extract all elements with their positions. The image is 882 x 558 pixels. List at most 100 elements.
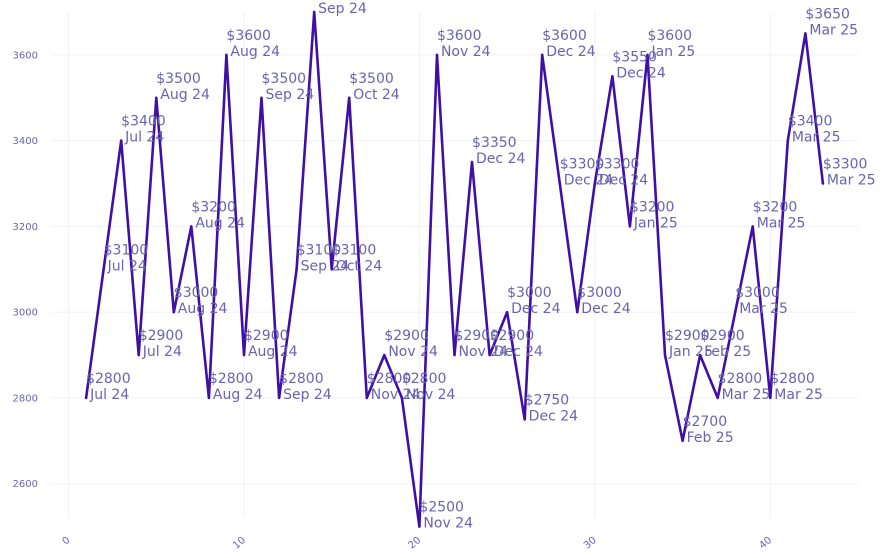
data-label: $3100 Sep 24 (297, 242, 350, 274)
data-point (172, 310, 176, 314)
data-label: $3600 Nov 24 (437, 28, 491, 60)
data-label: $3000 Aug 24 (174, 285, 228, 317)
data-point (312, 10, 316, 14)
data-point (400, 396, 404, 400)
data-label: $2900 Nov 24 (455, 328, 509, 360)
data-point (769, 396, 772, 400)
y-tick-label: 3200 (13, 222, 38, 233)
data-point (365, 396, 368, 400)
data-point (207, 396, 211, 400)
data-label: $2800 Jul 24 (86, 371, 131, 403)
x-tick-label: 10 (231, 535, 248, 552)
data-point (505, 310, 509, 314)
data-point (435, 53, 439, 57)
data-label: $3000 Dec 24 (577, 285, 630, 317)
data-point (348, 96, 351, 99)
data-point (716, 396, 719, 400)
data-point (453, 353, 456, 357)
data-label: $3600 Dec 24 (542, 28, 595, 60)
y-tick-label: 3600 (13, 50, 38, 61)
data-point (383, 353, 386, 357)
data-label: $2900 Aug 24 (244, 328, 298, 360)
data-point (84, 396, 88, 400)
data-point (681, 439, 684, 443)
data-label: $3200 Aug 24 (191, 199, 245, 231)
data-label: $3000 Dec 24 (507, 285, 560, 317)
data-point (470, 160, 474, 164)
data-point (541, 53, 544, 57)
data-point (523, 418, 526, 421)
data-label: $2800 Nov 24 (402, 371, 456, 403)
data-label: $2800 Sep 24 (279, 371, 332, 403)
data-point (751, 225, 754, 228)
data-point (119, 139, 123, 142)
data-label: $3400 Mar 25 (788, 114, 841, 146)
data-point (804, 32, 807, 35)
data-point (190, 225, 193, 228)
data-label: $3500 Sep 24 (262, 71, 315, 103)
data-label: $3350 Dec 24 (472, 135, 525, 167)
data-point (576, 310, 579, 314)
data-point (277, 396, 281, 400)
data-label: $3400 Jul 24 (121, 114, 166, 146)
data-point (611, 75, 614, 78)
x-tick-label: 30 (582, 535, 599, 552)
data-point (698, 353, 702, 357)
data-label: $3700Sep 24 (314, 0, 367, 17)
data-label: $2900 Jan 25 (665, 328, 713, 360)
y-tick-label: 3400 (13, 136, 38, 147)
data-point (593, 182, 597, 185)
data-label: $2800 Aug 24 (209, 371, 263, 403)
data-point (821, 182, 825, 185)
data-point (418, 525, 421, 528)
data-point (242, 353, 246, 357)
data-label: $2900 Jul 24 (139, 328, 184, 360)
x-tick-label: 0 (61, 535, 73, 548)
grid-lines (51, 12, 858, 518)
x-tick-label: 40 (757, 535, 774, 552)
data-point (330, 268, 333, 271)
data-label: $3550 Dec 24 (612, 49, 665, 81)
x-axis: 0 10 20 30 40 (61, 535, 775, 552)
data-point (733, 310, 737, 314)
data-point (102, 268, 105, 271)
data-point (137, 353, 140, 357)
x-tick-label: 20 (407, 535, 424, 552)
data-label: $3100 Jul 24 (104, 242, 149, 274)
data-label: $3600 Jan 25 (647, 28, 695, 60)
data-point (646, 53, 649, 57)
data-point (225, 53, 228, 57)
data-point (663, 353, 667, 357)
data-label: $3500 Oct 24 (349, 71, 400, 103)
data-point (488, 353, 491, 357)
data-label: $2800 Mar 25 (718, 371, 771, 403)
data-label: $3300 Dec 24 (595, 157, 648, 189)
data-label: $2800 Mar 25 (770, 371, 823, 403)
data-label: $2900 Feb 25 (700, 328, 751, 360)
data-label: $3000 Mar 25 (735, 285, 788, 317)
data-label: $2800 Nov 24 (367, 371, 421, 403)
data-point (260, 96, 263, 99)
data-point (295, 268, 298, 271)
data-label: $3100 Oct 24 (332, 242, 383, 274)
data-label: $2700 Feb 25 (683, 414, 734, 446)
data-label: $2750 Dec 24 (525, 392, 578, 424)
data-label: $2900 Nov 24 (384, 328, 438, 360)
data-point (786, 139, 790, 142)
data-point (628, 225, 632, 228)
data-label: $3300 Mar 25 (823, 157, 876, 189)
y-axis: 2600 2800 3000 3200 3400 3600 (13, 50, 38, 490)
data-label: $3650 Mar 25 (805, 6, 858, 38)
y-tick-label: 2800 (13, 393, 38, 404)
y-tick-label: 3000 (13, 308, 38, 319)
data-label: $3300 Dec 24 (560, 157, 613, 189)
y-tick-label: 2600 (13, 479, 38, 490)
data-label: $3200 Jan 25 (630, 199, 678, 231)
data-label: $2500 Nov 24 (419, 500, 473, 532)
data-label: $3500 Aug 24 (156, 71, 210, 103)
data-labels: $2800 Jul 24 $3100 Jul 24 $3400 Jul 24 $2900 Ju… (84, 0, 876, 532)
data-label: $3200 Mar 25 (753, 199, 806, 231)
data-label: $2900 Dec 24 (490, 328, 543, 360)
data-point (558, 182, 561, 185)
